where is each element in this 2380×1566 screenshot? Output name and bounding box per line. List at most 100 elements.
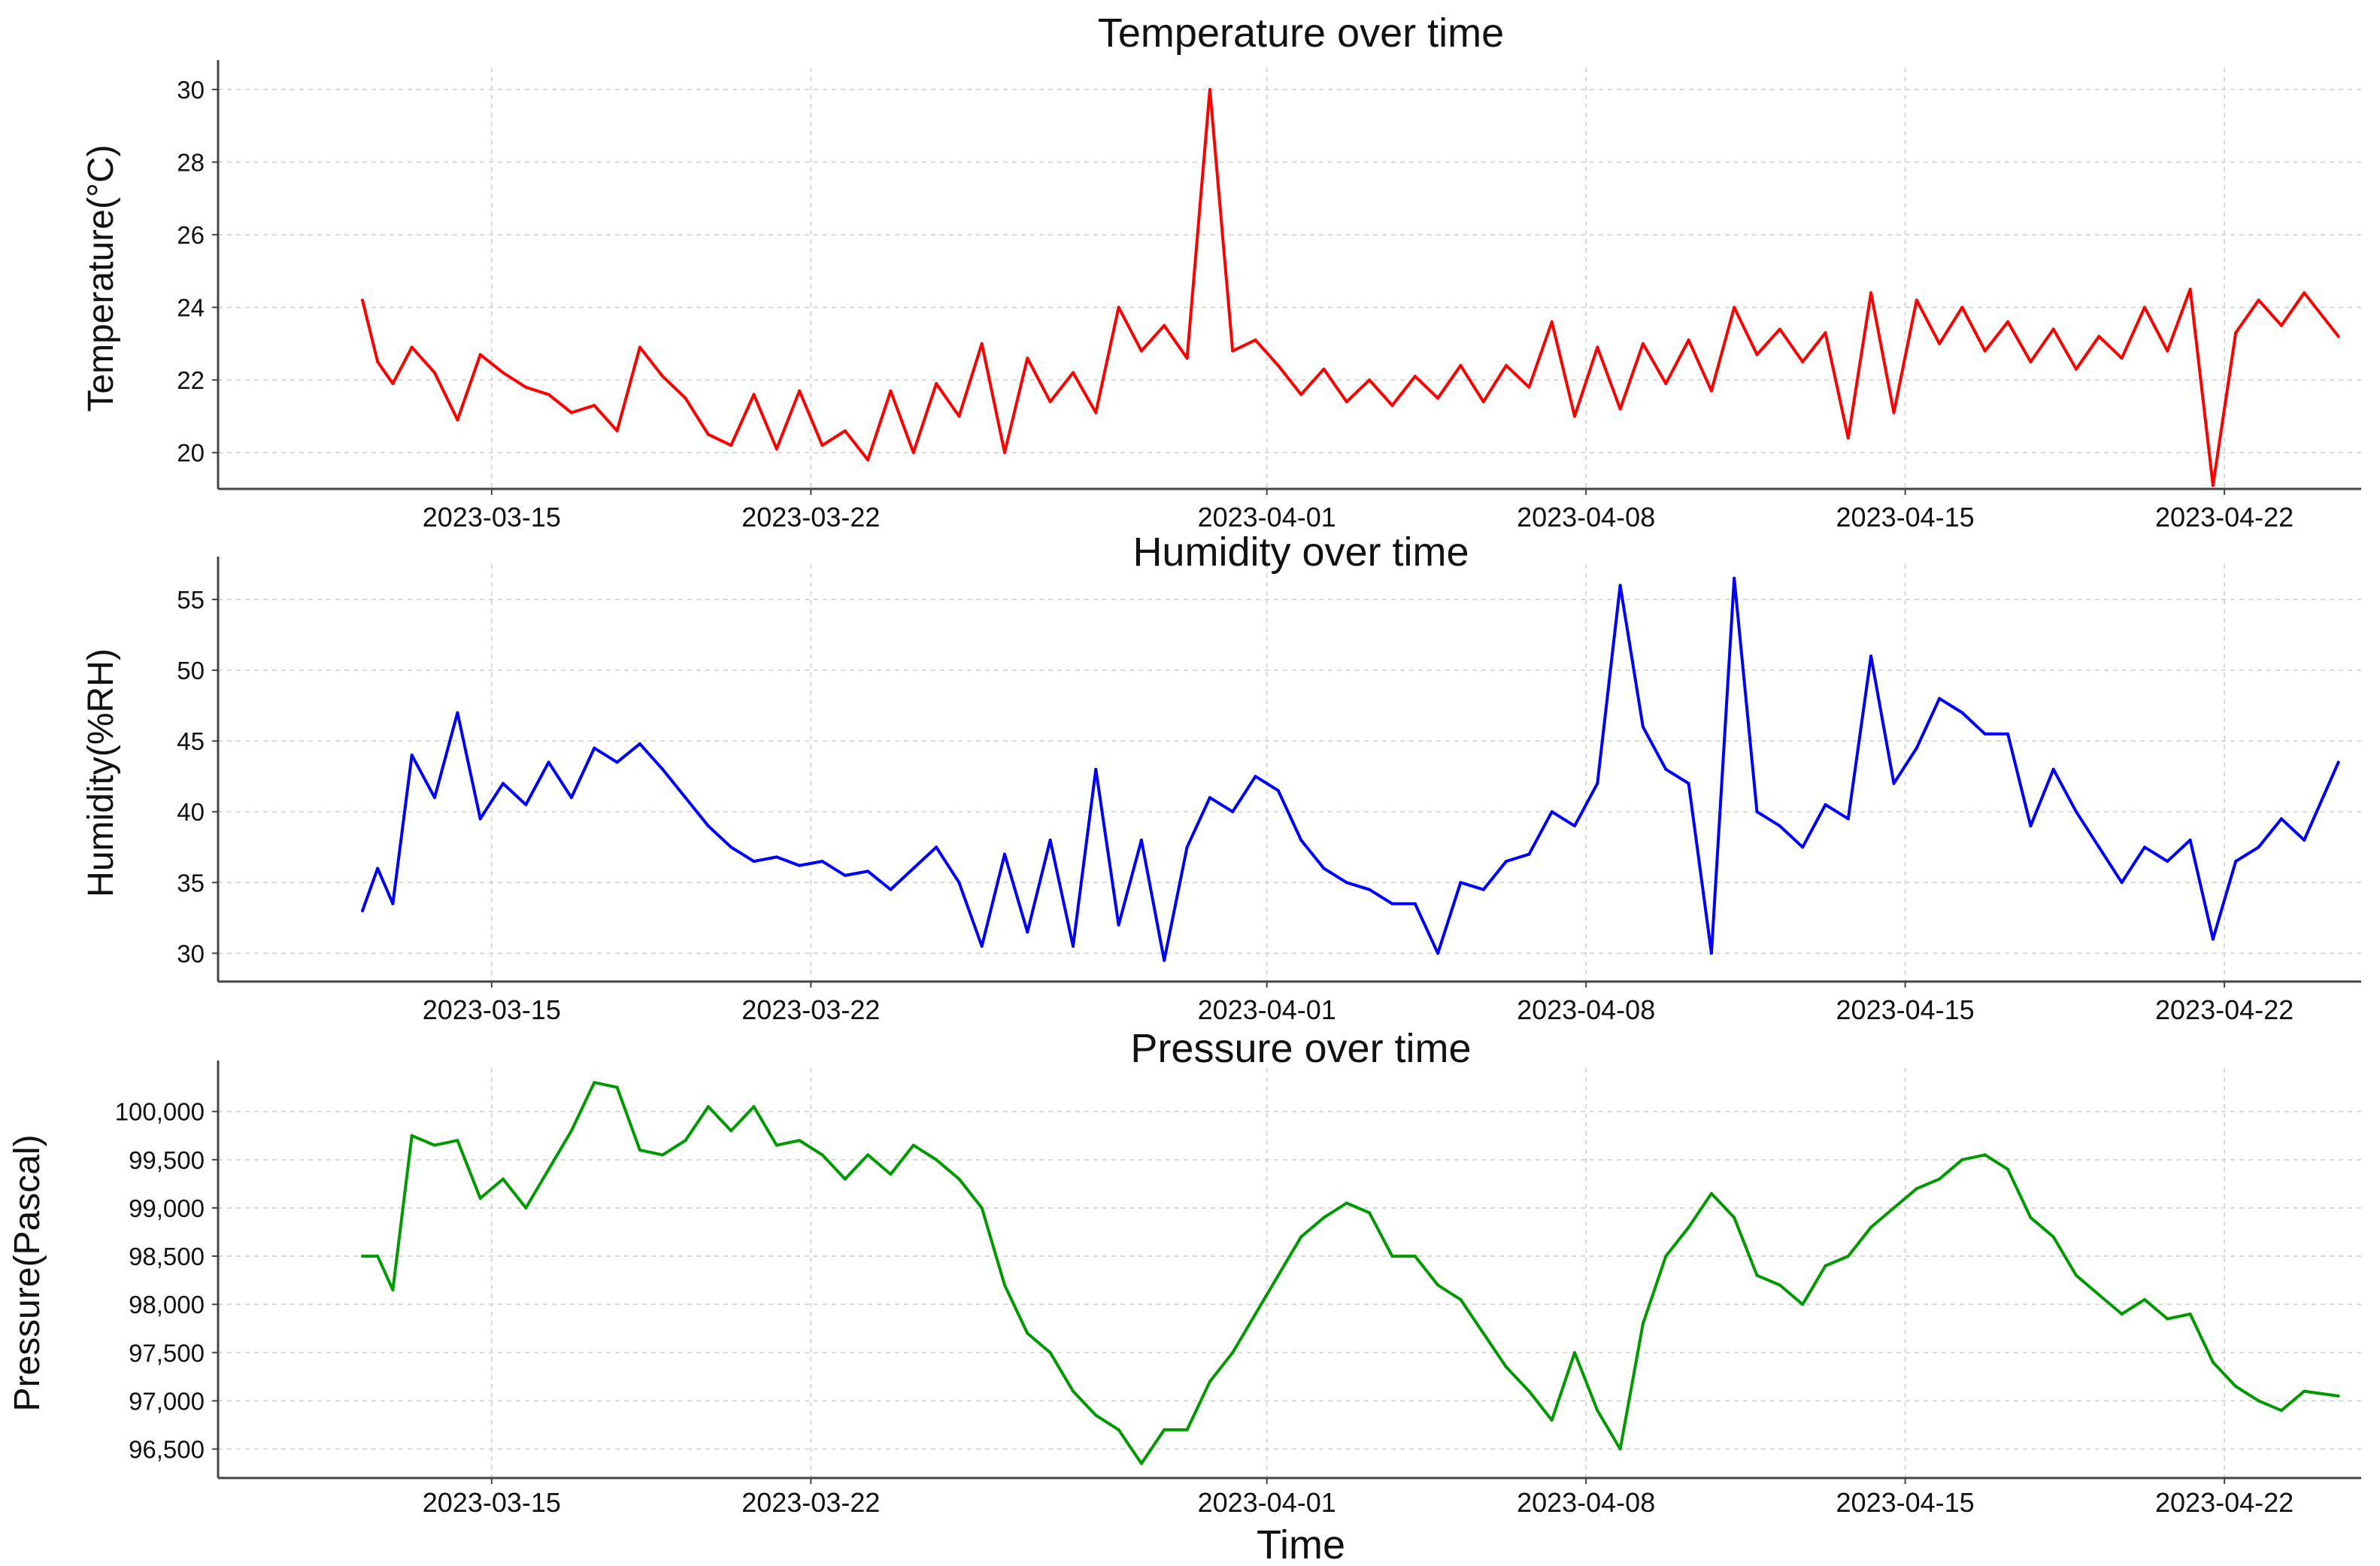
data-point bbox=[1163, 323, 1166, 327]
data-point bbox=[1596, 345, 1599, 349]
data-point bbox=[456, 711, 459, 715]
data-point bbox=[1801, 845, 1805, 849]
data-point bbox=[547, 1167, 550, 1171]
data-point bbox=[1869, 291, 1873, 295]
data-point bbox=[1481, 400, 1485, 404]
data-point bbox=[1003, 1283, 1006, 1287]
data-point bbox=[1983, 349, 1987, 353]
data-point bbox=[1459, 881, 1463, 885]
data-point bbox=[478, 817, 482, 821]
data-point bbox=[1664, 767, 1668, 771]
data-point bbox=[980, 341, 984, 345]
x-tick-label: 2023-03-22 bbox=[741, 1487, 880, 1518]
y-tick-label: 28 bbox=[177, 149, 205, 177]
data-point bbox=[684, 396, 687, 400]
data-point bbox=[1960, 1158, 1964, 1161]
data-point bbox=[1960, 711, 1964, 715]
x-tick-label: 2023-04-22 bbox=[2155, 502, 2294, 533]
y-tick-label: 100,000 bbox=[115, 1098, 205, 1126]
data-point bbox=[1345, 1201, 1348, 1205]
data-point bbox=[2188, 287, 2192, 291]
data-point bbox=[1733, 576, 1736, 580]
y-tick-label: 45 bbox=[177, 727, 205, 755]
data-point bbox=[2211, 484, 2215, 487]
data-point bbox=[1345, 400, 1348, 404]
data-point bbox=[547, 760, 550, 764]
data-point bbox=[1824, 1264, 1827, 1267]
data-point bbox=[1846, 436, 1850, 440]
data-point bbox=[2279, 1409, 2283, 1413]
data-point bbox=[2051, 767, 2055, 771]
data-point bbox=[935, 382, 938, 385]
data-point bbox=[410, 345, 414, 349]
data-point bbox=[1094, 1413, 1098, 1417]
data-point bbox=[2279, 323, 2283, 327]
data-point bbox=[2188, 1313, 2192, 1316]
data-point bbox=[752, 393, 756, 396]
x-tick-label: 2023-04-15 bbox=[1836, 1487, 1975, 1518]
data-point bbox=[1390, 404, 1394, 407]
data-point bbox=[2075, 367, 2078, 371]
data-point bbox=[706, 432, 710, 436]
temperature-panel: 2023-03-15 2023-03-22 2023-04-01 2023-04-08… bbox=[81, 11, 2361, 533]
data-point bbox=[1596, 781, 1599, 785]
data-point bbox=[1345, 881, 1348, 885]
data-point bbox=[638, 345, 641, 349]
data-point bbox=[2075, 1273, 2078, 1277]
y-tick-label: 98,500 bbox=[129, 1243, 205, 1270]
data-point bbox=[1618, 1447, 1622, 1451]
data-point bbox=[1276, 789, 1280, 792]
y-tick-label: 22 bbox=[177, 366, 205, 394]
data-point bbox=[1550, 1419, 1554, 1422]
data-point bbox=[2234, 860, 2238, 863]
data-point bbox=[1139, 349, 1143, 353]
data-point bbox=[1915, 746, 1918, 750]
data-point bbox=[376, 360, 380, 363]
data-point bbox=[1322, 866, 1326, 870]
data-point bbox=[684, 796, 687, 800]
chart-title: Pressure over time bbox=[1130, 1026, 1471, 1071]
data-point bbox=[1026, 1331, 1029, 1335]
data-point bbox=[1413, 375, 1417, 378]
data-point bbox=[1505, 1365, 1508, 1369]
data-point bbox=[1026, 357, 1029, 360]
data-point bbox=[2097, 845, 2101, 849]
data-point bbox=[1094, 767, 1098, 771]
data-point bbox=[2303, 291, 2306, 295]
data-point bbox=[1938, 1177, 1942, 1181]
data-point bbox=[661, 375, 665, 378]
data-point bbox=[1733, 305, 1736, 309]
data-point bbox=[1550, 810, 1554, 814]
x-tick-label: 2023-04-22 bbox=[2155, 994, 2294, 1025]
y-tick-label: 97,500 bbox=[129, 1339, 205, 1367]
data-point bbox=[866, 458, 870, 462]
data-point bbox=[1709, 951, 1713, 955]
data-point bbox=[889, 389, 893, 393]
data-point bbox=[1413, 1255, 1417, 1258]
data-point bbox=[820, 1153, 824, 1157]
data-point bbox=[2336, 1395, 2340, 1398]
data-point bbox=[1276, 1273, 1280, 1277]
data-point bbox=[433, 796, 436, 800]
data-point bbox=[866, 869, 870, 873]
data-point bbox=[391, 1288, 395, 1291]
x-tick-label: 2023-03-15 bbox=[423, 502, 561, 533]
series-line bbox=[361, 88, 2340, 487]
data-point bbox=[957, 881, 961, 885]
data-point bbox=[1846, 817, 1850, 821]
data-point bbox=[1733, 1215, 1736, 1219]
data-point bbox=[1459, 363, 1463, 367]
data-point bbox=[1618, 407, 1622, 411]
data-point bbox=[361, 909, 364, 912]
data-point bbox=[1163, 1428, 1166, 1431]
data-point bbox=[1527, 1389, 1531, 1393]
x-axis-label: Time bbox=[1257, 1522, 1345, 1566]
data-point bbox=[361, 299, 364, 302]
data-point bbox=[2303, 838, 2306, 842]
data-point bbox=[1481, 888, 1485, 891]
x-tick-label: 2023-04-08 bbox=[1517, 994, 1655, 1025]
data-point bbox=[1938, 697, 1942, 700]
data-point bbox=[410, 754, 414, 757]
x-tick-label: 2023-03-15 bbox=[423, 1487, 561, 1518]
data-point bbox=[456, 418, 459, 422]
